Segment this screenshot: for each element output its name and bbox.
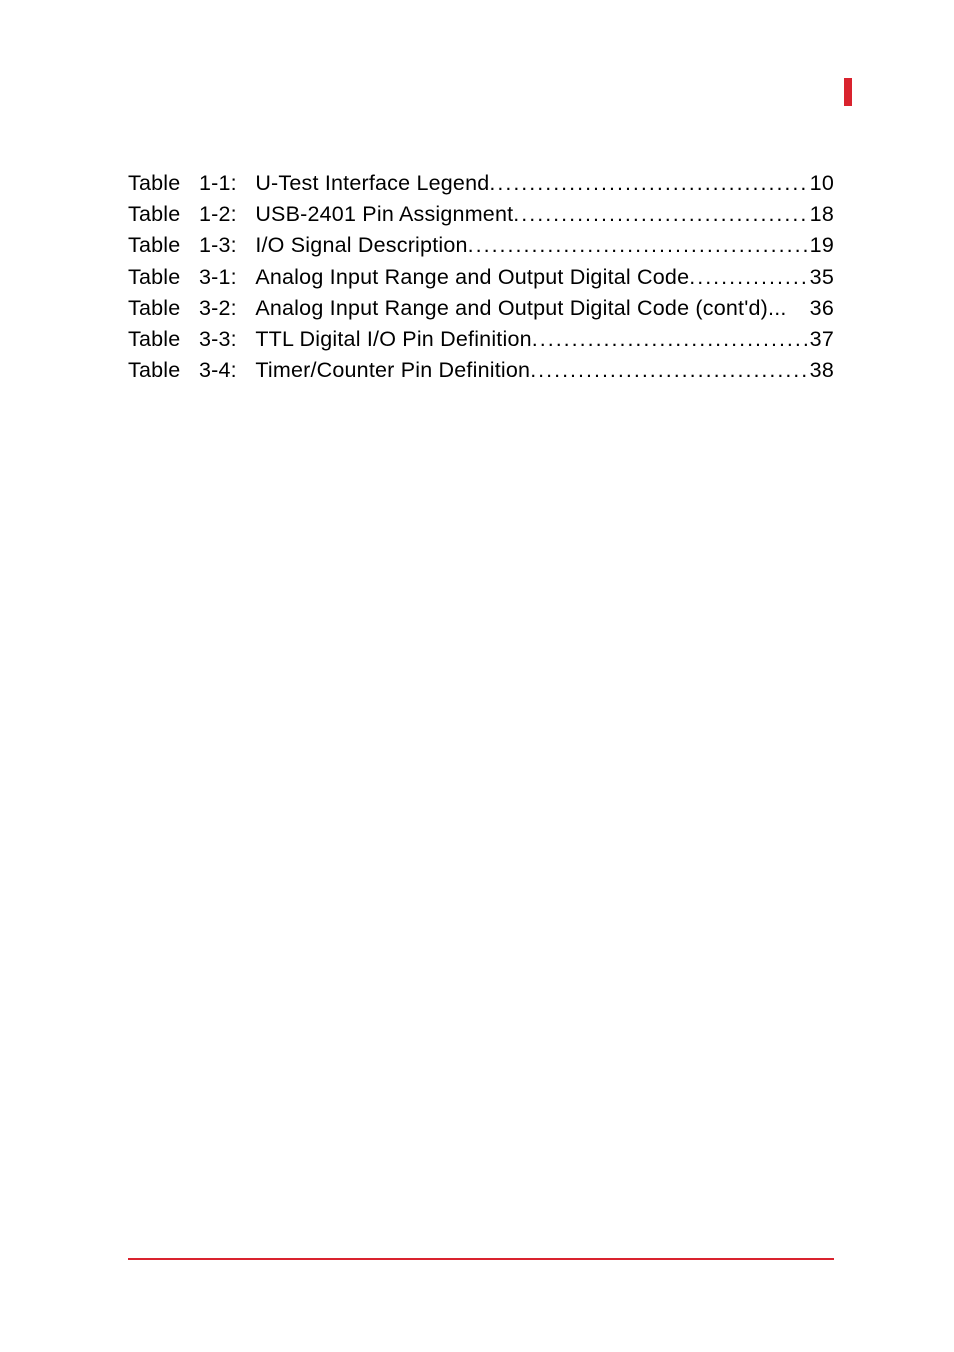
corner-mark: [844, 78, 852, 106]
leader-dots: [468, 230, 808, 261]
table-number: 3-2:: [199, 293, 237, 324]
leader-dots: [489, 168, 807, 199]
toc-entry: Table 1-2: USB-2401 Pin Assignment 18: [128, 199, 834, 230]
table-caption: U-Test Interface Legend: [255, 168, 489, 199]
table-caption: Analog Input Range and Output Digital Co…: [255, 262, 689, 293]
table-caption: Analog Input Range and Output Digital Co…: [255, 293, 786, 324]
table-number: 3-4:: [199, 355, 237, 386]
leader-dots: [513, 199, 807, 230]
spacer: [237, 168, 256, 199]
toc-entry: Table 3-1: Analog Input Range and Output…: [128, 262, 834, 293]
page-number: 10: [808, 168, 834, 199]
leader-dots: [530, 355, 807, 386]
table-caption: USB-2401 Pin Assignment: [255, 199, 513, 230]
toc-entry: Table 3-3: TTL Digital I/O Pin Definitio…: [128, 324, 834, 355]
table-number: 3-1:: [199, 262, 237, 293]
table-number: 1-3:: [199, 230, 237, 261]
table-prefix: Table: [128, 230, 180, 261]
page: Table 1-1: U-Test Interface Legend 10 Ta…: [0, 0, 954, 1352]
spacer: [237, 230, 256, 261]
spacer: [180, 199, 199, 230]
table-prefix: Table: [128, 262, 180, 293]
page-number: 37: [808, 324, 834, 355]
table-number: 1-2:: [199, 199, 237, 230]
table-caption: TTL Digital I/O Pin Definition: [255, 324, 531, 355]
table-prefix: Table: [128, 168, 180, 199]
page-number: 35: [808, 262, 834, 293]
table-number: 3-3:: [199, 324, 237, 355]
table-caption: Timer/Counter Pin Definition: [255, 355, 530, 386]
spacer: [237, 199, 256, 230]
table-prefix: Table: [128, 324, 180, 355]
table-prefix: Table: [128, 199, 180, 230]
toc-entry: Table 3-2: Analog Input Range and Output…: [128, 293, 834, 324]
spacer: [237, 293, 256, 324]
spacer: [180, 230, 199, 261]
spacer: [180, 168, 199, 199]
table-number: 1-1:: [199, 168, 237, 199]
toc-entry: Table 3-4: Timer/Counter Pin Definition …: [128, 355, 834, 386]
page-number: 18: [808, 199, 834, 230]
list-of-tables: Table 1-1: U-Test Interface Legend 10 Ta…: [128, 168, 834, 386]
table-prefix: Table: [128, 293, 180, 324]
table-caption: I/O Signal Description: [255, 230, 467, 261]
spacer: [237, 355, 256, 386]
spacer: [237, 262, 256, 293]
page-number: 19: [808, 230, 834, 261]
leader-dots: [689, 262, 807, 293]
toc-entry: Table 1-1: U-Test Interface Legend 10: [128, 168, 834, 199]
toc-entry: Table 1-3: I/O Signal Description 19: [128, 230, 834, 261]
spacer: [180, 262, 199, 293]
page-number: 38: [808, 355, 834, 386]
spacer: [180, 355, 199, 386]
spacer: [180, 293, 199, 324]
spacer: [237, 324, 256, 355]
footer-divider: [128, 1258, 834, 1260]
spacer: [180, 324, 199, 355]
page-number: 36: [808, 293, 834, 324]
leader-dots: [532, 324, 808, 355]
table-prefix: Table: [128, 355, 180, 386]
